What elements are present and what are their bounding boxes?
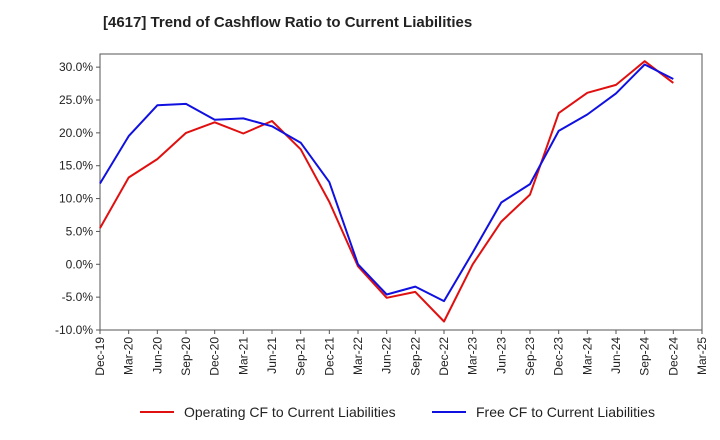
x-tick-label: Sep-23 (523, 337, 537, 376)
legend-item-free: Free CF to Current Liabilities (432, 404, 655, 420)
x-tick-label: Sep-22 (408, 337, 422, 376)
x-tick-label: Dec-20 (208, 337, 222, 376)
legend-swatch-free (432, 411, 466, 413)
y-tick-label: 30.0% (59, 60, 93, 74)
operating-cf-line (99, 60, 674, 323)
y-tick-label: 10.0% (59, 192, 93, 206)
y-tick-label: 15.0% (59, 159, 93, 173)
legend-item-operating: Operating CF to Current Liabilities (140, 404, 396, 420)
x-tick-label: Jun-21 (265, 337, 279, 374)
x-tick-label: Mar-20 (122, 337, 136, 375)
legend-label-operating: Operating CF to Current Liabilities (184, 404, 396, 420)
y-tick-label: 20.0% (59, 126, 93, 140)
x-tick-labels: Dec-19 Mar-20 Jun-20 Sep-20 Dec-20 Mar-21 Jun-… (93, 337, 709, 376)
x-tick-label: Sep-21 (294, 337, 308, 376)
x-tick-label: Mar-25 (695, 337, 709, 375)
legend: Operating CF to Current Liabilities Free… (0, 404, 720, 426)
x-tick-label: Mar-23 (466, 337, 480, 375)
line-chart: 30.0% 25.0% 20.0% 15.0% 10.0% 5.0% 0.0% -5.0% -1… (55, 53, 709, 376)
free-cf-line (99, 63, 674, 303)
x-tick-label: Jun-20 (150, 337, 164, 374)
y-tick-label: 25.0% (59, 93, 93, 107)
legend-label-free: Free CF to Current Liabilities (476, 404, 655, 420)
plot-area (99, 53, 703, 331)
x-tick-label: Dec-24 (666, 337, 680, 376)
x-tick-label: Dec-22 (437, 337, 451, 376)
x-tick-label: Dec-21 (322, 337, 336, 376)
legend-swatch-operating (140, 411, 174, 413)
y-tick-label: 0.0% (66, 257, 94, 271)
x-tick-label: Dec-23 (552, 337, 566, 376)
x-tick-label: Sep-20 (179, 337, 193, 376)
y-tick-label: -10.0% (55, 323, 93, 337)
chart-title: [4617] Trend of Cashflow Ratio to Curren… (103, 14, 473, 31)
x-tick-label: Jun-23 (494, 337, 508, 374)
x-tick-label: Jun-22 (380, 337, 394, 374)
x-tick-label: Dec-19 (93, 337, 107, 376)
series-lines (99, 60, 674, 323)
x-tick-label: Mar-22 (351, 337, 365, 375)
y-tick-labels: 30.0% 25.0% 20.0% 15.0% 10.0% 5.0% 0.0% -5.0% -1… (55, 60, 93, 337)
y-tick-label: 5.0% (66, 224, 94, 238)
axes (96, 53, 703, 334)
x-tick-label: Sep-24 (638, 337, 652, 376)
y-tick-label: -5.0% (62, 290, 94, 304)
x-tick-label: Mar-21 (236, 337, 250, 375)
x-tick-label: Mar-24 (580, 337, 594, 375)
x-tick-label: Jun-24 (609, 337, 623, 374)
